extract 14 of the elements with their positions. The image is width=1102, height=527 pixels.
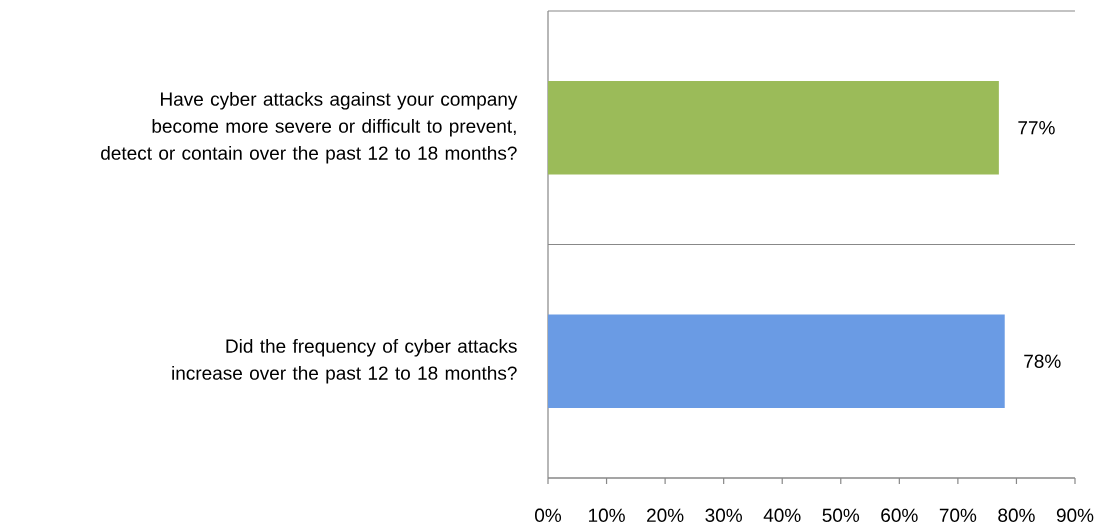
x-tick-label: 90% [1056,508,1094,522]
y-tick-label: Did the frequency of cyber attacks increase over the past 12 to 18 months? [172,338,517,384]
x-tick-label: 30% [705,508,742,522]
y-tick-label: Have cyber attacks against your company become more severe or difficult to prevent, detect or contain over the past 12 to 18 months? [101,91,518,164]
x-tick-label: 40% [763,508,801,522]
x-tick-label: 80% [998,508,1035,522]
x-tick-label: 60% [881,508,918,522]
x-tick-label: 70% [939,508,977,522]
x-tick-label: 20% [647,508,684,522]
x-tick-label: 10% [588,508,625,522]
data-label: 77% [1018,121,1055,135]
x-tick-label: 0% [535,508,562,522]
data-label: 78% [1024,354,1061,368]
x-tick-label: 50% [822,508,860,522]
